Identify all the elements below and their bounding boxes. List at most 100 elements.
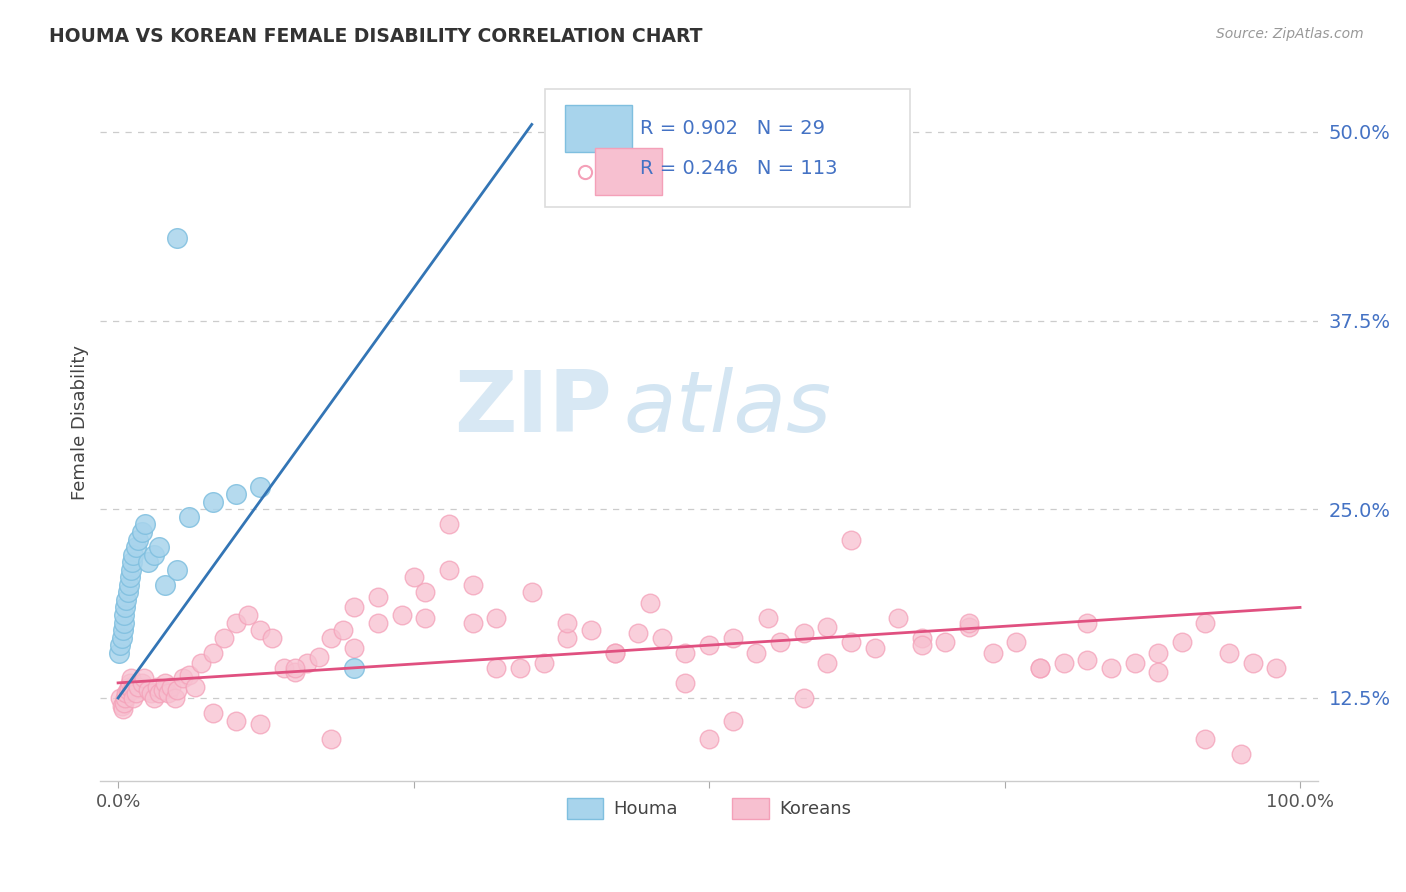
Point <box>1053 657 1076 671</box>
Point <box>136 683 159 698</box>
Text: HOUMA VS KOREAN FEMALE DISABILITY CORRELATION CHART: HOUMA VS KOREAN FEMALE DISABILITY CORREL… <box>49 27 703 45</box>
Point <box>111 701 134 715</box>
Point <box>190 657 212 671</box>
Point <box>485 611 508 625</box>
Point <box>721 631 744 645</box>
Point <box>136 555 159 569</box>
Legend: Houma, Koreans: Houma, Koreans <box>560 790 859 826</box>
Text: R = 0.246   N = 113: R = 0.246 N = 113 <box>640 159 837 178</box>
Point <box>284 665 307 680</box>
Point <box>1230 747 1253 761</box>
Point <box>127 681 149 695</box>
Point <box>461 615 484 630</box>
Point <box>117 585 139 599</box>
FancyBboxPatch shape <box>544 89 910 208</box>
Point <box>295 657 318 671</box>
Point <box>146 681 169 695</box>
Point <box>793 690 815 705</box>
Point <box>132 671 155 685</box>
Point <box>332 623 354 637</box>
Point <box>112 607 135 622</box>
Point <box>839 635 862 649</box>
Point <box>319 631 342 645</box>
Point <box>142 548 165 562</box>
Point <box>756 611 779 625</box>
Point <box>249 480 271 494</box>
Point <box>177 509 200 524</box>
Point <box>125 540 148 554</box>
Point <box>273 661 295 675</box>
Point <box>815 620 838 634</box>
Point <box>769 635 792 649</box>
Point <box>115 686 138 700</box>
Point <box>437 517 460 532</box>
Point <box>260 631 283 645</box>
Point <box>131 676 153 690</box>
Point <box>839 533 862 547</box>
Point <box>110 638 132 652</box>
Point <box>118 681 141 695</box>
Point <box>166 563 188 577</box>
Point <box>225 487 247 501</box>
Point <box>367 590 389 604</box>
Point <box>1123 657 1146 671</box>
Point <box>155 676 177 690</box>
Point <box>184 681 207 695</box>
Point <box>1029 661 1052 675</box>
Point <box>402 570 425 584</box>
Point <box>863 641 886 656</box>
Point <box>437 563 460 577</box>
Point <box>343 641 366 656</box>
Point <box>112 615 135 630</box>
Point <box>1029 661 1052 675</box>
Point <box>957 615 980 630</box>
Point <box>509 661 531 675</box>
Point <box>201 495 224 509</box>
Point <box>155 578 177 592</box>
FancyBboxPatch shape <box>565 105 633 152</box>
Point <box>911 631 934 645</box>
Point <box>120 671 142 685</box>
Point <box>249 716 271 731</box>
Point <box>1076 615 1098 630</box>
Point <box>673 646 696 660</box>
Text: Source: ZipAtlas.com: Source: ZipAtlas.com <box>1216 27 1364 41</box>
Y-axis label: Female Disability: Female Disability <box>72 345 89 500</box>
Text: ZIP: ZIP <box>454 367 612 450</box>
Point <box>214 631 236 645</box>
Point <box>121 683 143 698</box>
Point <box>415 611 437 625</box>
Point <box>555 631 578 645</box>
Point <box>201 646 224 660</box>
Point <box>114 600 136 615</box>
Point <box>1171 635 1194 649</box>
Point <box>1194 731 1216 746</box>
Point <box>697 638 720 652</box>
FancyBboxPatch shape <box>595 148 662 194</box>
Point <box>236 607 259 622</box>
Point <box>603 646 626 660</box>
Point <box>1076 653 1098 667</box>
Point <box>134 517 156 532</box>
Point <box>1194 615 1216 630</box>
Point <box>934 635 956 649</box>
Point <box>160 681 183 695</box>
Point <box>172 671 194 685</box>
Point <box>225 714 247 728</box>
Point <box>125 686 148 700</box>
Point <box>1218 646 1240 660</box>
Point <box>118 578 141 592</box>
Point <box>249 623 271 637</box>
Point <box>603 646 626 660</box>
Point <box>127 533 149 547</box>
Point <box>131 524 153 539</box>
Point <box>110 690 132 705</box>
Point <box>142 690 165 705</box>
Point <box>911 638 934 652</box>
Point <box>957 620 980 634</box>
Point <box>118 676 141 690</box>
Point <box>319 731 342 746</box>
Point <box>201 706 224 720</box>
Point <box>1265 661 1288 675</box>
Point <box>343 661 366 675</box>
